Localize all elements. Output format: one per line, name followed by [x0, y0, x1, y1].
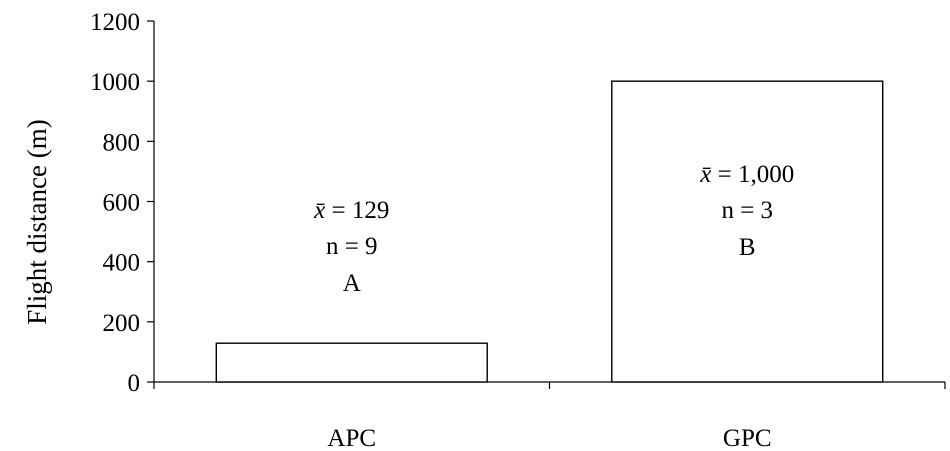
- x-category-label: GPC: [723, 425, 772, 451]
- y-tick-label: 200: [103, 310, 141, 337]
- x-category-label: APC: [327, 425, 376, 451]
- bars: [215, 80, 884, 383]
- group-letter: A: [343, 270, 361, 297]
- annotations: x̄ = 129 n = 9 Ax̄ = 1,000 n = 3 B: [313, 161, 794, 297]
- y-tick-label: 1200: [90, 9, 140, 36]
- mean-annotation: x̄ = 1,000: [699, 161, 794, 188]
- bar-gpc: [611, 80, 884, 383]
- y-tick-label: 1000: [90, 69, 140, 96]
- n-annotation: n = 3: [721, 197, 773, 224]
- y-tick-label: 400: [103, 250, 141, 277]
- group-letter: B: [739, 234, 756, 261]
- y-tick-label: 800: [103, 129, 141, 156]
- y-axis-label: Flight distance (m): [22, 119, 52, 324]
- mean-annotation: x̄ = 129: [313, 197, 389, 224]
- x-axis: APC GPC: [153, 381, 946, 451]
- y-axis: 0 200 400 600 800 1000 1200: [90, 9, 155, 397]
- y-tick-label: 600: [103, 190, 141, 217]
- bar-apc: [215, 342, 488, 383]
- n-annotation: n = 9: [326, 233, 378, 260]
- y-tick-label: 0: [128, 370, 141, 397]
